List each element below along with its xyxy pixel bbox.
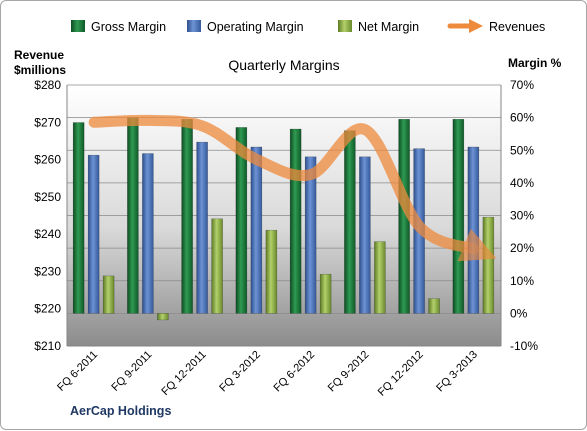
legend-arrow-revenues bbox=[469, 19, 483, 33]
operating-margin-bar bbox=[304, 156, 317, 314]
operating-margin-bar bbox=[87, 154, 100, 314]
net-margin-bar bbox=[157, 313, 169, 321]
category-label: FQ 9-2012 bbox=[326, 349, 372, 395]
operating-margin-bar bbox=[250, 146, 263, 314]
net-margin-bar bbox=[265, 229, 278, 314]
right-tick-label: 60% bbox=[510, 111, 534, 125]
legend-item-revenues: Revenues bbox=[447, 19, 545, 34]
legend-item-net-margin: Net Margin bbox=[338, 20, 419, 34]
right-tick-label: 30% bbox=[510, 209, 534, 223]
gross-margin-bar bbox=[344, 130, 356, 314]
company-name: AerCap Holdings bbox=[70, 404, 171, 418]
category-label: FQ 6-2011 bbox=[55, 349, 100, 394]
right-tick-label: 40% bbox=[510, 176, 534, 190]
legend-item-gross-margin: Gross Margin bbox=[71, 20, 166, 34]
gross-margin-bar bbox=[235, 127, 248, 314]
operating-margin-bar bbox=[359, 156, 371, 314]
left-tick-label: $210 bbox=[34, 339, 61, 353]
right-tick-label: 70% bbox=[510, 78, 534, 92]
category-label: FQ 3-2013 bbox=[434, 349, 480, 395]
legend-swatch-net-margin bbox=[338, 20, 352, 32]
gross-margin-bar bbox=[452, 119, 465, 314]
left-tick-label: $220 bbox=[34, 302, 61, 316]
operating-margin-bar bbox=[142, 153, 154, 314]
left-axis-title-line1: Revenue bbox=[14, 48, 64, 62]
net-margin-bar bbox=[428, 298, 440, 314]
chart-title: Quarterly Margins bbox=[228, 57, 339, 73]
left-tick-label: $270 bbox=[34, 115, 61, 129]
gross-margin-bar bbox=[181, 119, 193, 314]
left-axis-title-line2: $millions bbox=[14, 63, 66, 77]
right-tick-label: -10% bbox=[510, 339, 538, 353]
left-tick-label: $280 bbox=[34, 78, 61, 92]
legend-label-operating-margin: Operating Margin bbox=[207, 20, 304, 34]
left-tick-label: $230 bbox=[34, 264, 61, 278]
net-margin-bar bbox=[374, 241, 386, 314]
operating-margin-bar bbox=[467, 146, 480, 314]
legend: Gross Margin Operating Margin Net Margin… bbox=[71, 19, 545, 34]
right-tick-label: 20% bbox=[510, 241, 534, 255]
left-axis-ticks: $210 $220 $230 $240 $250 $260 $270 $280 bbox=[34, 78, 61, 353]
net-margin-bar bbox=[319, 273, 332, 314]
gross-margin-bar bbox=[127, 117, 139, 314]
legend-label-net-margin: Net Margin bbox=[358, 20, 419, 34]
gross-margin-bar bbox=[72, 122, 85, 314]
legend-label-gross-margin: Gross Margin bbox=[91, 20, 166, 34]
category-label: FQ 6-2012 bbox=[272, 349, 318, 395]
right-axis-ticks: -10% 0% 10% 20% 30% 40% 50% 60% 70% bbox=[510, 78, 538, 353]
operating-margin-bar bbox=[196, 141, 208, 314]
left-tick-label: $240 bbox=[34, 227, 61, 241]
category-label: FQ 9-2011 bbox=[109, 349, 154, 394]
gross-margin-bar bbox=[289, 128, 302, 314]
left-tick-label: $250 bbox=[34, 190, 61, 204]
net-margin-bar bbox=[211, 218, 223, 314]
left-tick-label: $260 bbox=[34, 153, 61, 167]
category-label: FQ 3-2012 bbox=[217, 349, 263, 395]
category-label: FQ 12-2012 bbox=[376, 349, 426, 399]
net-margin-bar bbox=[482, 216, 495, 314]
legend-item-operating-margin: Operating Margin bbox=[187, 20, 304, 34]
legend-swatch-gross-margin bbox=[71, 20, 85, 32]
right-axis-title: Margin % bbox=[508, 56, 562, 70]
right-tick-label: 0% bbox=[510, 306, 528, 320]
category-labels: FQ 6-2011 FQ 9-2011 FQ 12-2011 FQ 3-2012 FQ … bbox=[55, 349, 480, 399]
legend-swatch-operating-margin bbox=[187, 20, 201, 32]
category-label: FQ 12-2011 bbox=[159, 349, 208, 398]
right-tick-label: 50% bbox=[510, 143, 534, 157]
revenue-series bbox=[88, 114, 497, 262]
net-margin-bar bbox=[102, 275, 115, 314]
right-tick-label: 10% bbox=[510, 274, 534, 288]
legend-label-revenues: Revenues bbox=[489, 20, 545, 34]
revenues-line bbox=[88, 114, 497, 262]
